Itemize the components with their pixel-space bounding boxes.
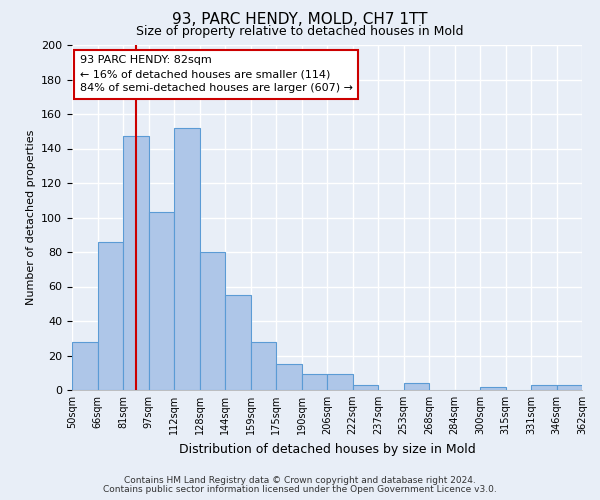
Bar xyxy=(72,342,97,390)
Bar xyxy=(251,342,276,390)
Bar xyxy=(531,385,557,390)
Text: Contains HM Land Registry data © Crown copyright and database right 2024.: Contains HM Land Registry data © Crown c… xyxy=(124,476,476,485)
Bar xyxy=(225,295,251,390)
Bar xyxy=(404,383,429,390)
Bar xyxy=(302,374,327,390)
Bar xyxy=(199,252,225,390)
Bar xyxy=(557,385,582,390)
Bar xyxy=(149,212,174,390)
Bar xyxy=(353,385,378,390)
Bar xyxy=(174,128,199,390)
Y-axis label: Number of detached properties: Number of detached properties xyxy=(26,130,35,305)
Bar xyxy=(327,374,353,390)
Bar xyxy=(480,386,505,390)
Bar xyxy=(276,364,302,390)
Text: Size of property relative to detached houses in Mold: Size of property relative to detached ho… xyxy=(136,25,464,38)
Text: 93 PARC HENDY: 82sqm
← 16% of detached houses are smaller (114)
84% of semi-deta: 93 PARC HENDY: 82sqm ← 16% of detached h… xyxy=(80,56,353,94)
Text: 93, PARC HENDY, MOLD, CH7 1TT: 93, PARC HENDY, MOLD, CH7 1TT xyxy=(172,12,428,28)
Bar xyxy=(97,242,123,390)
X-axis label: Distribution of detached houses by size in Mold: Distribution of detached houses by size … xyxy=(179,442,475,456)
Text: Contains public sector information licensed under the Open Government Licence v3: Contains public sector information licen… xyxy=(103,485,497,494)
Bar xyxy=(123,136,149,390)
